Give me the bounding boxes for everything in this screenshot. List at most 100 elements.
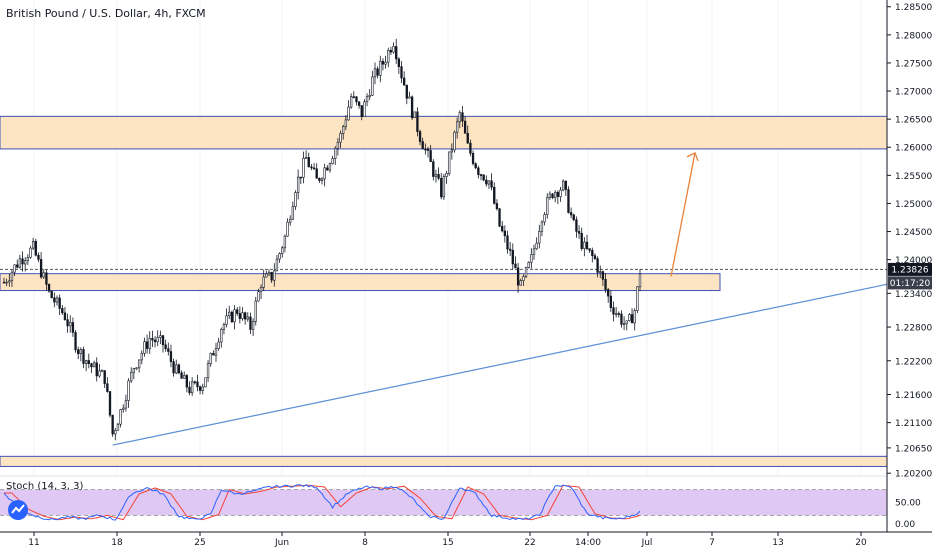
supply-zone[interactable] xyxy=(0,115,888,150)
price-tick-label: 1.26500 xyxy=(895,116,932,126)
candle-body xyxy=(508,248,512,251)
candle-body xyxy=(103,370,106,385)
candle-body xyxy=(569,212,573,216)
projection-arrow[interactable] xyxy=(670,151,699,277)
demand-zone[interactable] xyxy=(0,273,721,292)
candle-body xyxy=(583,241,586,249)
candle-body xyxy=(538,230,541,244)
candle-body xyxy=(63,312,67,320)
candle-body xyxy=(328,163,332,171)
candle-body xyxy=(127,380,130,401)
candle-body xyxy=(501,225,504,232)
candle-body xyxy=(185,375,189,388)
candle-body xyxy=(636,286,639,311)
ascending-trendline[interactable] xyxy=(112,283,888,446)
candle-body xyxy=(599,271,602,273)
tradingview-logo[interactable] xyxy=(8,500,28,520)
candle-body xyxy=(365,96,369,103)
candle-body xyxy=(50,290,53,299)
candle-body xyxy=(42,272,45,278)
candle-body xyxy=(26,257,30,261)
current-price-label: 1.23826 01:17:20 xyxy=(888,262,932,290)
candle-body xyxy=(236,309,239,314)
candle-body xyxy=(172,361,175,374)
candle-body xyxy=(47,284,51,292)
grid xyxy=(33,0,862,476)
candle-body xyxy=(548,193,552,198)
candle-body xyxy=(355,96,358,103)
candle-body xyxy=(296,176,300,193)
time-tick-label: 14:00 xyxy=(575,538,601,548)
candle-body xyxy=(418,131,422,142)
candle-body xyxy=(214,348,218,356)
candle-body xyxy=(196,381,199,388)
candle-body xyxy=(238,313,242,319)
candle-body xyxy=(591,249,594,256)
candle-body xyxy=(198,386,202,391)
candle-body xyxy=(559,189,562,197)
candle-body xyxy=(519,280,522,286)
candle-body xyxy=(148,338,151,349)
candle-body xyxy=(39,259,43,278)
candle-body xyxy=(79,349,83,355)
candle-body xyxy=(413,111,416,119)
candle-body xyxy=(593,255,597,259)
candle-body xyxy=(55,297,59,303)
price-tick-label: 1.24500 xyxy=(895,228,932,238)
candle-body xyxy=(222,324,226,330)
candle-body xyxy=(445,173,448,177)
candle-body xyxy=(543,214,546,223)
candle-body xyxy=(511,250,514,265)
price-tick-label: 1.28500 xyxy=(895,3,932,13)
candle-body xyxy=(535,242,538,250)
candle-body xyxy=(58,297,61,309)
price-pane[interactable] xyxy=(0,0,887,476)
candle-body xyxy=(124,400,128,409)
candle-body xyxy=(349,96,353,108)
price-tick-label: 1.27000 xyxy=(895,88,932,98)
candle-body xyxy=(352,96,355,99)
candle-body xyxy=(16,264,19,268)
candle-body xyxy=(339,133,342,143)
candle-body xyxy=(561,180,565,191)
candle-body xyxy=(493,186,496,204)
candle-body xyxy=(84,360,88,364)
candle-body xyxy=(217,341,220,349)
candle-body xyxy=(90,363,93,368)
candle-body xyxy=(347,106,350,121)
candle-body xyxy=(299,176,302,179)
candle-body xyxy=(243,312,247,320)
candle-body xyxy=(220,329,223,343)
candle-body xyxy=(585,241,589,249)
candle-body xyxy=(455,121,459,133)
candle-body xyxy=(630,314,634,324)
candle-body xyxy=(416,111,419,132)
candle-body xyxy=(601,271,605,280)
price-tick-label: 1.22800 xyxy=(895,324,932,334)
candle-body xyxy=(145,341,149,349)
time-tick-label: 18 xyxy=(111,538,123,548)
candle-body xyxy=(614,313,618,315)
candle-body xyxy=(474,163,477,169)
time-axis[interactable]: 11 18 25 Jun 8 15 22 14:00 Jul 7 13 20 xyxy=(28,532,867,548)
bottom-zone[interactable] xyxy=(0,455,888,467)
candle-body xyxy=(193,381,196,384)
price-tick-label: 1.27500 xyxy=(895,59,932,69)
candle-body xyxy=(241,312,244,319)
candle-body xyxy=(24,260,27,265)
candle-body xyxy=(318,178,321,181)
candle-body xyxy=(432,161,435,177)
candle-body xyxy=(397,58,401,67)
candle-body xyxy=(116,423,120,431)
candle-body xyxy=(389,50,393,53)
candle-body xyxy=(310,166,313,169)
candle-body xyxy=(421,141,424,150)
candle-body xyxy=(527,261,530,268)
candle-body xyxy=(259,287,263,293)
candle-body xyxy=(209,353,212,364)
candle-body xyxy=(291,206,295,220)
candle-body xyxy=(230,311,234,323)
candle-body xyxy=(151,338,154,341)
candle-body xyxy=(161,335,165,346)
